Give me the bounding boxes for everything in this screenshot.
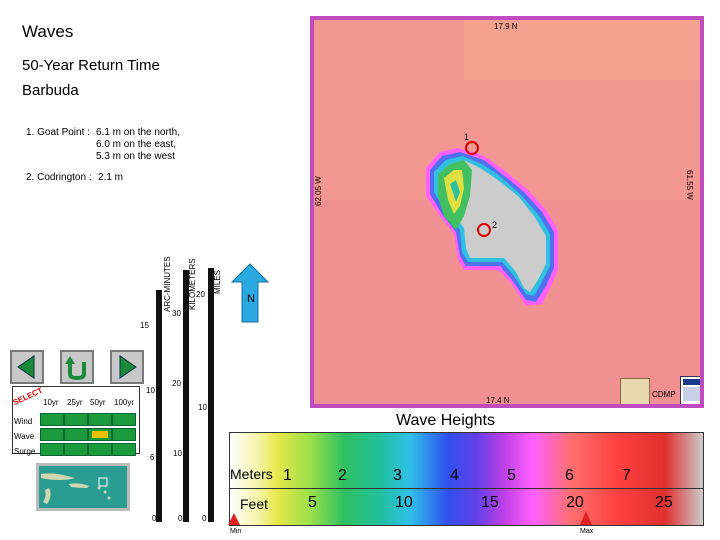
feet-value: 10	[395, 494, 413, 511]
meter-value: 3	[393, 467, 402, 484]
caribbean-islands-graphic	[41, 473, 111, 504]
meter-value: 1	[283, 467, 292, 484]
selector-cell-wave-50yr[interactable]	[88, 428, 112, 441]
point-2-marker-icon[interactable]	[476, 222, 492, 238]
point-1-desc-line: 5.3 m on the west	[96, 151, 175, 162]
map-right-longitude: 61.55 W	[685, 170, 694, 200]
scale-tick: 20	[196, 290, 205, 299]
row-label-wind: Wind	[14, 417, 33, 426]
min-label: Min	[230, 528, 242, 535]
column-header-50yr: 50yr	[90, 398, 106, 407]
column-header-25yr: 25yr	[67, 398, 83, 407]
oas-logo	[680, 376, 700, 404]
point-1-marker-icon[interactable]	[464, 140, 480, 156]
column-header-10yr: 10yr	[43, 398, 59, 407]
point-1-desc-line: 6.1 m on the north,	[96, 127, 180, 138]
point-1-description: 6.1 m on the north, 6.0 m on the east, 5…	[96, 127, 180, 163]
feet-unit-label: Feet	[240, 496, 269, 512]
page-title: Waves	[22, 22, 74, 41]
point-2-marker-label: 2	[492, 220, 498, 230]
caribbean-overview-map[interactable]	[36, 463, 130, 511]
meter-value: 2	[338, 467, 347, 484]
cdmp-seal-logo	[620, 378, 650, 404]
map-top-latitude: 17.9 N	[494, 22, 518, 31]
scale-tick: 20	[172, 379, 181, 388]
map-credit: CDMP	[652, 390, 676, 399]
scale-tick: 6	[150, 453, 155, 462]
scale-tick: 0	[152, 514, 157, 523]
scale-tick: 15	[140, 321, 149, 330]
return-button[interactable]	[60, 350, 94, 384]
selector-cell-wave-25yr[interactable]	[64, 428, 88, 441]
arc-minutes-label: ARC-MINUTES	[163, 256, 172, 312]
map-raster	[314, 20, 700, 404]
u-turn-arrow-icon	[65, 356, 86, 381]
selector-cell-wind-50yr[interactable]	[88, 413, 112, 426]
column-header-100yr: 100yr	[114, 398, 135, 407]
map-left-longitude: 62.05 W	[314, 176, 323, 206]
arrow-left-icon	[17, 355, 35, 379]
selected-indicator	[92, 431, 108, 438]
legend-title: Wave Heights	[396, 412, 495, 429]
feet-value: 5	[308, 494, 317, 511]
selector-cell-wind-100yr[interactable]	[112, 413, 136, 426]
selector-cell-surge-100yr[interactable]	[112, 443, 136, 456]
feet-value: 15	[481, 494, 499, 511]
arc-minutes-scale-bar	[156, 290, 162, 522]
point-2-label: 2. Codrington :	[26, 172, 92, 183]
selector-cell-wave-10yr[interactable]	[40, 428, 64, 441]
point-1-label: 1. Goat Point :	[26, 127, 90, 138]
next-button[interactable]	[110, 350, 144, 384]
selector-cell-surge-50yr[interactable]	[88, 443, 112, 456]
north-label: N	[247, 293, 255, 305]
scale-tick: 10	[173, 449, 182, 458]
scale-divider	[229, 488, 704, 489]
map-bottom-latitude: 17.4 N	[486, 396, 510, 405]
meter-value: 7	[622, 467, 631, 484]
north-arrow-icon	[230, 263, 270, 323]
point-1-marker-label: 1	[464, 132, 470, 142]
selector-cell-surge-25yr[interactable]	[64, 443, 88, 456]
meters-unit-label: Meters	[230, 466, 273, 482]
kilometers-label: KILOMETERS	[188, 258, 197, 310]
scale-tick: 10	[198, 403, 207, 412]
row-label-wave: Wave	[14, 432, 35, 441]
feet-value: 20	[566, 494, 584, 511]
min-indicator-icon	[228, 513, 240, 525]
miles-scale-bar	[208, 268, 214, 522]
feet-value: 25	[655, 494, 673, 511]
scale-tick: 0	[178, 514, 183, 523]
max-label: Max	[580, 528, 594, 535]
meter-value: 5	[507, 467, 516, 484]
scale-tick: 30	[172, 309, 181, 318]
scale-tick: 10	[146, 386, 155, 395]
max-indicator-icon	[580, 511, 592, 525]
wave-height-map: 17.9 N 17.4 N 62.05 W 61.55 W 1 2 CDMP	[310, 16, 704, 408]
miles-label: MILES	[213, 269, 222, 294]
previous-button[interactable]	[10, 350, 44, 384]
meter-value: 4	[450, 467, 459, 484]
selector-cell-wind-10yr[interactable]	[40, 413, 64, 426]
selector-cell-wave-100yr[interactable]	[112, 428, 136, 441]
kilometers-scale-bar	[183, 270, 189, 522]
point-1-desc-line: 6.0 m on the east,	[96, 139, 177, 150]
meter-value: 6	[565, 467, 574, 484]
location-name: Barbuda	[22, 82, 79, 99]
row-label-surge: Surge	[14, 447, 36, 456]
page-subtitle: 50-Year Return Time	[22, 57, 160, 74]
arrow-right-icon	[119, 355, 137, 379]
selector-cell-surge-10yr[interactable]	[40, 443, 64, 456]
scale-tick: 0	[202, 514, 207, 523]
wave-height-color-scale	[229, 432, 704, 526]
point-2-description: 2.1 m	[98, 172, 124, 183]
selector-cell-wind-25yr[interactable]	[64, 413, 88, 426]
